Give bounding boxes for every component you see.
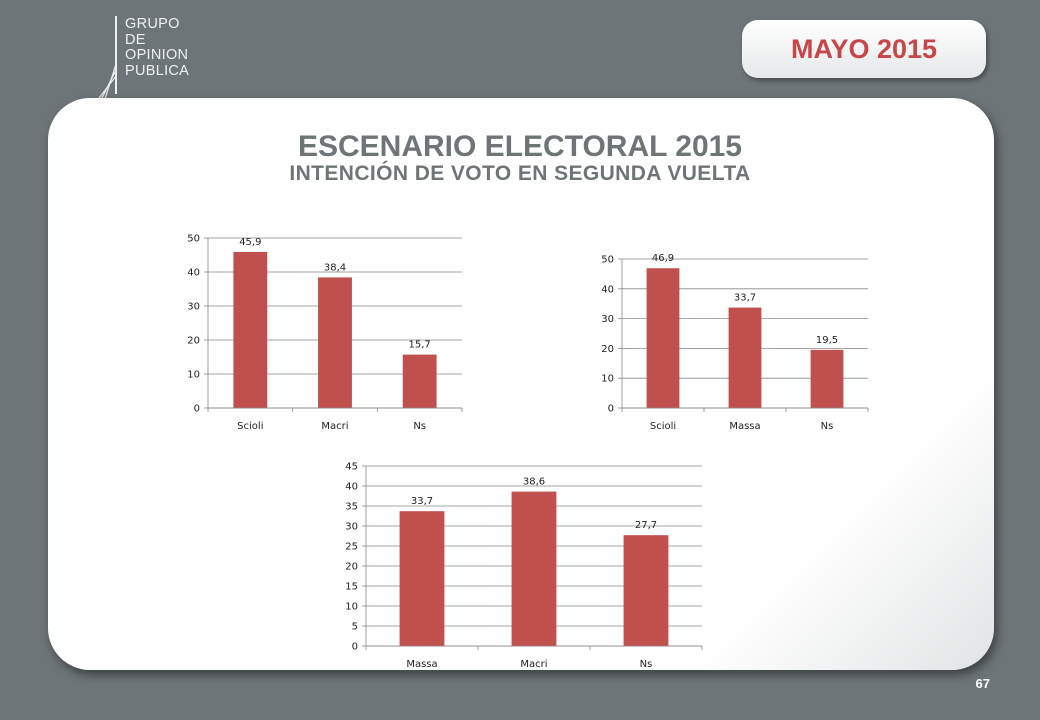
data-label: 33,7 [411, 496, 433, 507]
data-label: 45,9 [239, 237, 261, 248]
bar-scioli [646, 268, 680, 408]
logo-line: OPINION [125, 47, 189, 63]
y-tick-label: 20 [601, 344, 614, 355]
y-tick-label: 10 [187, 370, 200, 381]
x-tick-label: Macri [520, 659, 547, 670]
logo-line: PUBLICA [125, 62, 190, 79]
y-tick-label: 0 [608, 404, 614, 415]
bar-ns [810, 349, 844, 408]
y-tick-label: 35 [345, 502, 358, 513]
y-tick-label: 30 [345, 522, 358, 533]
x-tick-label: Scioli [650, 421, 676, 432]
bar-massa [728, 307, 762, 408]
x-tick-label: Massa [406, 659, 437, 670]
y-tick-label: 5 [352, 622, 358, 633]
x-tick-label: Ns [413, 421, 426, 432]
y-tick-label: 45 [345, 462, 358, 473]
y-tick-label: 30 [187, 302, 200, 313]
x-tick-label: Macri [321, 421, 348, 432]
data-label: 38,6 [523, 477, 545, 488]
page-title: ESCENARIO ELECTORAL 2015 [297, 130, 742, 163]
data-label: 19,5 [816, 335, 838, 346]
y-tick-label: 50 [601, 255, 614, 266]
y-tick-label: 40 [601, 284, 614, 295]
data-label: 27,7 [635, 520, 657, 531]
y-tick-label: 25 [345, 542, 358, 553]
chart-svg: 0 5 10 15 20 25 30 35 40 45 33,7 Massa 38,6 Macri 27,7… [345, 462, 703, 670]
page-number: 67 [975, 676, 990, 691]
date-badge: MAYO 2015 [742, 20, 986, 78]
x-tick-label: Scioli [237, 421, 263, 432]
logo-mark [96, 16, 117, 103]
y-tick-label: 40 [187, 268, 200, 279]
logo-line: GRUPO [125, 16, 180, 32]
bar-chart-massa-macri: 0 5 10 15 20 25 30 35 40 45 33,7 Massa 38,6 Macri 27,7… [330, 454, 710, 674]
y-tick-label: 20 [345, 562, 358, 573]
data-label: 33,7 [734, 293, 756, 304]
y-tick-label: 0 [352, 642, 358, 653]
page-subtitle: INTENCIÓN DE VOTO EN SEGUNDA VUELTA [289, 162, 751, 185]
x-tick-label: Ns [821, 421, 834, 432]
y-tick-label: 50 [187, 234, 200, 245]
bar-scioli [233, 251, 268, 408]
y-tick-label: 30 [601, 314, 614, 325]
data-label: 15,7 [409, 340, 431, 351]
bar-massa [399, 511, 445, 646]
bar-ns [402, 354, 437, 408]
y-tick-label: 15 [345, 582, 358, 593]
chart-svg: 0 10 20 30 40 50 46,9 Scioli 33,7 Massa 19,5 Ns [601, 253, 869, 432]
bar-macri [511, 491, 557, 646]
y-tick-label: 40 [345, 482, 358, 493]
y-tick-label: 20 [187, 336, 200, 347]
data-label: 38,4 [324, 262, 346, 273]
data-label: 46,9 [652, 253, 674, 264]
logo-line: DE [125, 31, 146, 48]
bar-chart-scioli-massa: 0 10 20 30 40 50 46,9 Scioli 33,7 Massa 19,5 Ns [586, 244, 876, 436]
chart-svg: 0 10 20 30 40 50 45,9 Scioli 38,4 Macri 15,7 Ns [187, 234, 463, 432]
y-tick-label: 0 [194, 404, 200, 415]
y-tick-label: 10 [601, 374, 614, 385]
logo-text: GRUPO DE OPINION PUBLICA [125, 16, 190, 79]
bar-macri [318, 277, 352, 408]
x-tick-label: Ns [640, 659, 653, 670]
bar-ns [623, 535, 669, 646]
y-tick-label: 10 [345, 602, 358, 613]
x-tick-label: Massa [729, 421, 760, 432]
bar-chart-scioli-macri: 0 10 20 30 40 50 45,9 Scioli 38,4 Macri 15,7 Ns [170, 222, 470, 440]
